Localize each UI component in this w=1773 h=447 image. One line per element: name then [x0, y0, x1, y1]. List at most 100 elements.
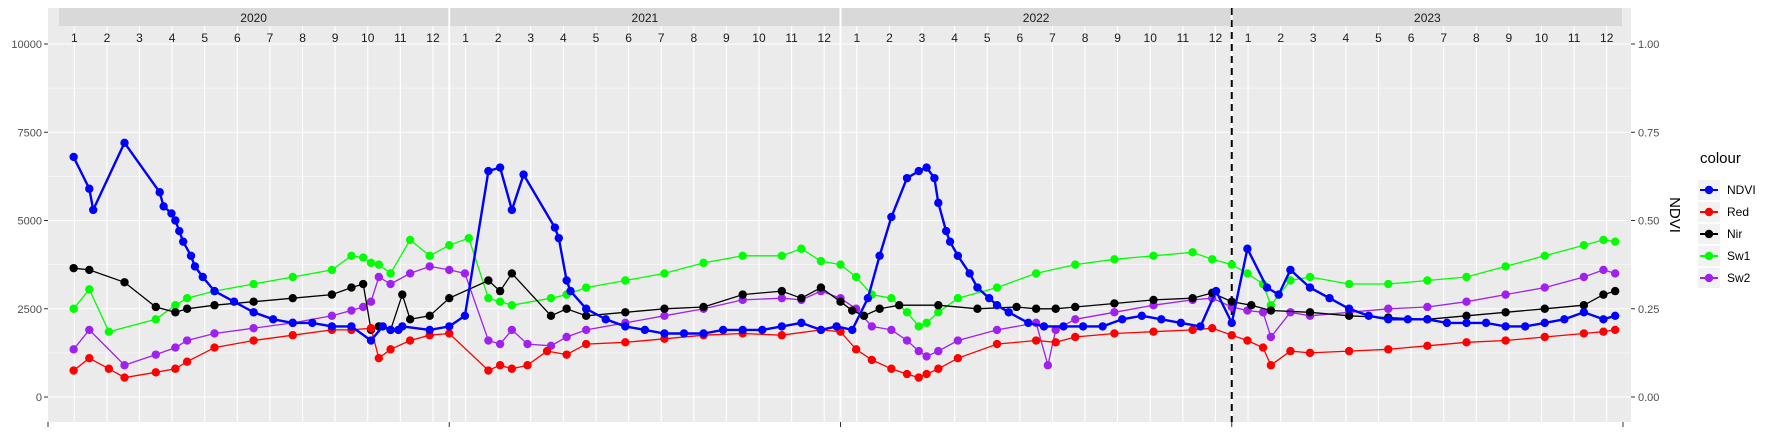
data-point-nir: [1599, 290, 1607, 298]
data-point-ndvi: [1482, 319, 1490, 327]
data-point-red: [582, 340, 590, 348]
data-point-sw1: [1599, 236, 1607, 244]
data-point-ndvi: [1275, 290, 1283, 298]
data-point-sw2: [922, 352, 930, 360]
data-point-sw2: [508, 326, 516, 334]
month-label: 6: [1408, 31, 1415, 45]
month-label: 2: [886, 31, 893, 45]
data-point-sw1: [954, 294, 962, 302]
data-point-red: [1462, 338, 1470, 346]
data-point-sw1: [915, 322, 923, 330]
data-point-ndvi: [934, 199, 942, 207]
legend-key-point-sw1: [1705, 252, 1713, 260]
data-point-nir: [152, 303, 160, 311]
data-point-ndvi: [1286, 266, 1294, 274]
data-point-red: [120, 373, 128, 381]
data-point-ndvi: [85, 185, 93, 193]
data-point-red: [868, 356, 876, 364]
data-point-ndvi: [1384, 315, 1392, 323]
data-point-sw1: [367, 259, 375, 267]
data-point-ndvi: [289, 319, 297, 327]
data-point-ndvi: [797, 319, 805, 327]
month-label: 6: [625, 31, 632, 45]
month-label: 8: [1473, 31, 1480, 45]
data-point-red: [1267, 361, 1275, 369]
data-point-nir: [359, 280, 367, 288]
data-point-ndvi: [817, 326, 825, 334]
data-point-ndvi: [864, 294, 872, 302]
data-point-sw1: [778, 252, 786, 260]
data-point-sw1: [1149, 252, 1157, 260]
month-label: 11: [1568, 31, 1581, 45]
data-point-nir: [738, 290, 746, 298]
data-point-sw2: [1044, 361, 1052, 369]
data-point-nir: [1071, 303, 1079, 311]
data-point-sw1: [465, 234, 473, 242]
data-point-ndvi: [1443, 319, 1451, 327]
month-label: 9: [1114, 31, 1121, 45]
data-point-ndvi: [551, 223, 559, 231]
data-point-sw1: [1243, 269, 1251, 277]
data-point-red: [484, 366, 492, 374]
data-point-ndvi: [875, 252, 883, 260]
data-point-red: [183, 358, 191, 366]
data-point-nir: [445, 294, 453, 302]
data-point-nir: [328, 290, 336, 298]
data-point-ndvi: [461, 312, 469, 320]
data-point-nir: [848, 306, 856, 314]
data-point-ndvi: [778, 322, 786, 330]
month-label: 5: [984, 31, 991, 45]
right-axis-tick-label: 0.25: [1638, 304, 1659, 316]
data-point-sw1: [738, 252, 746, 260]
data-point-nir: [699, 303, 707, 311]
data-point-sw1: [1462, 273, 1470, 281]
data-point-sw2: [347, 306, 355, 314]
data-point-ndvi: [555, 234, 563, 242]
data-point-red: [1032, 336, 1040, 344]
month-label: 12: [1209, 31, 1223, 45]
data-point-ndvi: [269, 315, 277, 323]
data-point-red: [1501, 336, 1509, 344]
month-label: 4: [169, 31, 176, 45]
data-point-sw1: [1501, 262, 1509, 270]
data-point-sw2: [328, 312, 336, 320]
data-point-red: [1110, 329, 1118, 337]
data-point-ndvi: [903, 174, 911, 182]
month-label: 8: [299, 31, 306, 45]
data-point-nir: [69, 264, 77, 272]
data-point-ndvi: [1404, 315, 1412, 323]
right-axis-tick-label: 0.00: [1638, 392, 1659, 404]
data-point-nir: [660, 305, 668, 313]
data-point-ndvi: [1118, 315, 1126, 323]
month-label: 10: [1144, 31, 1158, 45]
month-label: 7: [658, 31, 665, 45]
data-point-red: [1384, 345, 1392, 353]
data-point-nir: [836, 297, 844, 305]
data-point-red: [406, 336, 414, 344]
data-point-nir: [1032, 305, 1040, 313]
data-point-nir: [1051, 305, 1059, 313]
data-point-sw1: [1032, 269, 1040, 277]
data-point-sw1: [386, 269, 394, 277]
month-label: 9: [332, 31, 339, 45]
data-point-sw2: [1611, 269, 1619, 277]
data-point-ndvi: [156, 188, 164, 196]
data-point-ndvi: [1611, 312, 1619, 320]
legend: colour NDVI Red Nir Sw1 Sw2: [1698, 150, 1756, 288]
month-label: 2: [104, 31, 111, 45]
data-point-ndvi: [660, 329, 668, 337]
data-point-red: [386, 345, 394, 353]
year-label: 2023: [1414, 11, 1441, 25]
data-point-ndvi: [680, 329, 688, 337]
data-point-ndvi: [965, 269, 973, 277]
data-point-sw2: [1110, 308, 1118, 316]
data-point-ndvi: [954, 252, 962, 260]
data-point-red: [915, 373, 923, 381]
data-point-red: [1149, 327, 1157, 335]
data-point-ndvi: [171, 216, 179, 224]
data-point-sw2: [69, 345, 77, 353]
data-point-ndvi: [167, 209, 175, 217]
data-point-ndvi: [993, 301, 1001, 309]
month-label: 9: [723, 31, 730, 45]
data-point-nir: [797, 294, 805, 302]
